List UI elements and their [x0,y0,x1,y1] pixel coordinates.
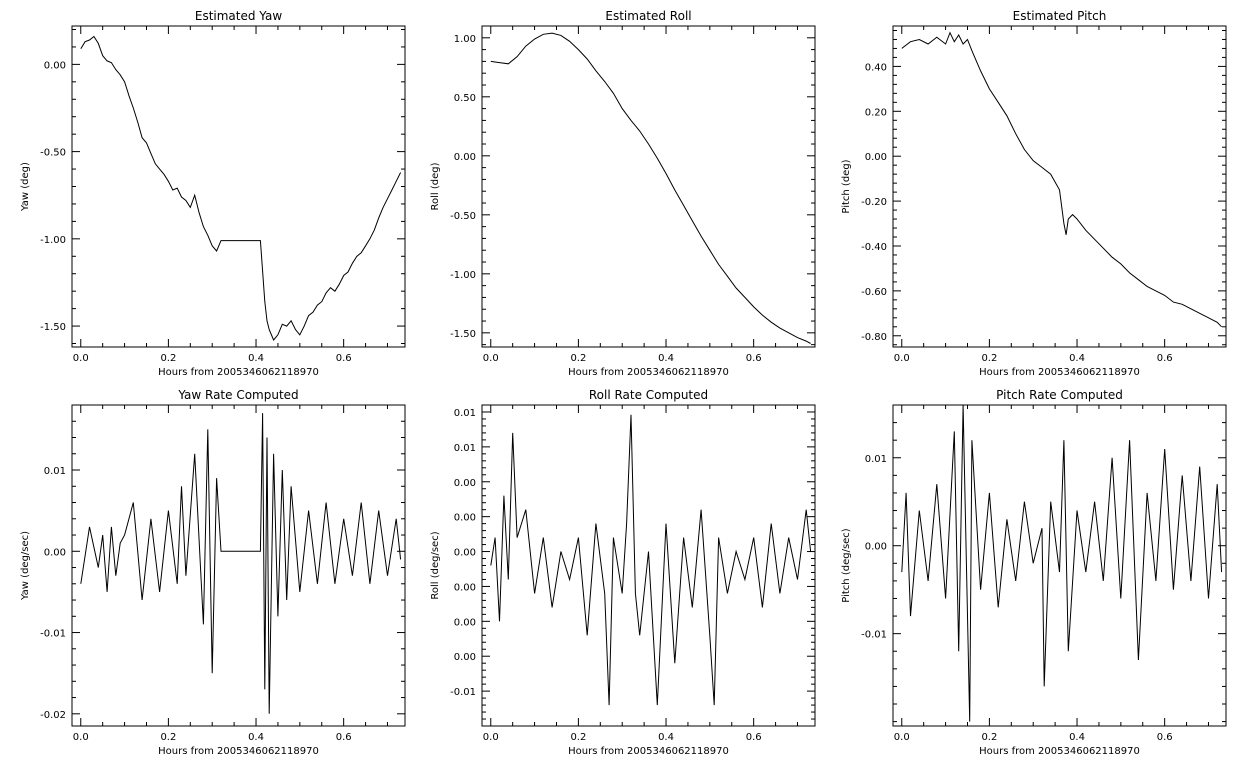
y-tick-label: 0.01 [865,454,887,465]
chart-title: Yaw Rate Computed [177,388,298,402]
x-axis-label: Hours from 2005346062118970 [158,746,319,757]
y-tick-label: 0.01 [44,466,66,477]
y-tick-label: 0.00 [454,652,476,663]
y-axis-label: Pitch (deg) [841,159,852,213]
y-tick-label: 0.00 [44,547,66,558]
series-line [80,35,402,341]
y-tick-label: -0.80 [861,332,887,343]
series-line [490,414,812,706]
y-tick-label: -1.50 [450,329,476,340]
x-tick-label: 0.0 [894,353,910,364]
y-axis-label: Yaw (deg/sec) [20,531,31,601]
y-tick-label: 0.00 [454,582,476,593]
x-tick-label: 0.0 [73,353,89,364]
y-tick-label: 0.00 [454,513,476,524]
x-axis-label: Hours from 2005346062118970 [979,367,1140,378]
y-axis-label: Yaw (deg) [20,162,31,212]
y-axis-label: Roll (deg) [430,162,441,210]
x-tick-label: 0.0 [483,732,499,743]
x-tick-label: 0.6 [746,732,762,743]
y-tick-label: -0.40 [861,242,887,253]
plot-frame [71,404,406,727]
x-axis-label: Hours from 2005346062118970 [979,746,1140,757]
x-tick-label: 0.0 [483,353,499,364]
series-line [901,404,1223,722]
y-tick-label: -0.20 [861,197,887,208]
chart-title: Estimated Pitch [1013,9,1107,23]
x-tick-label: 0.2 [160,353,176,364]
x-tick-label: 0.2 [570,353,586,364]
y-tick-label: 0.00 [44,60,66,71]
y-tick-label: -1.50 [40,322,66,333]
x-axis-label: Hours from 2005346062118970 [568,746,729,757]
y-tick-label: -1.00 [40,235,66,246]
y-tick-label: 1.00 [454,34,476,45]
y-tick-label: 0.00 [454,478,476,489]
y-tick-label: 0.00 [865,542,887,553]
y-tick-label: -0.02 [40,710,66,721]
y-tick-label: 0.40 [865,62,887,73]
y-tick-label: 0.50 [454,93,476,104]
series-line [490,32,811,344]
y-tick-label: 0.20 [865,107,887,118]
x-tick-label: 0.4 [1069,732,1085,743]
y-tick-label: 0.00 [454,152,476,163]
x-tick-label: 0.6 [336,353,352,364]
chart-title: Roll Rate Computed [589,388,708,402]
x-tick-label: 0.4 [248,353,264,364]
x-tick-label: 0.6 [1157,732,1173,743]
y-axis-label: Roll (deg/sec) [430,531,441,599]
y-tick-label: -0.01 [40,629,66,640]
y-tick-label: -1.00 [450,270,476,281]
plot-frame [892,25,1227,348]
x-tick-label: 0.4 [658,732,674,743]
y-tick-label: 0.01 [454,408,476,419]
series-line [80,413,402,714]
x-tick-label: 0.2 [981,353,997,364]
x-tick-label: 0.6 [1157,353,1173,364]
chart-title: Estimated Yaw [195,9,282,23]
y-tick-label: -0.60 [861,287,887,298]
x-tick-label: 0.0 [894,732,910,743]
chart-title: Pitch Rate Computed [996,388,1123,402]
plot-frame [71,25,406,348]
y-tick-label: 0.00 [865,152,887,163]
y-tick-label: -0.50 [40,148,66,159]
y-tick-label: -0.50 [450,211,476,222]
y-tick-label: -0.01 [861,630,887,641]
x-tick-label: 0.2 [570,732,586,743]
x-axis-label: Hours from 2005346062118970 [568,367,729,378]
y-tick-label: 0.00 [454,617,476,628]
y-tick-label: 0.01 [454,443,476,454]
x-tick-label: 0.6 [336,732,352,743]
x-tick-label: 0.0 [73,732,89,743]
series-line [901,31,1222,328]
plot-frame [892,404,1227,727]
x-tick-label: 0.4 [248,732,264,743]
chart-title: Estimated Roll [605,9,691,23]
x-tick-label: 0.4 [658,353,674,364]
plot-frame [481,25,816,348]
y-tick-label: -0.01 [450,687,476,698]
x-tick-label: 0.2 [981,732,997,743]
x-tick-label: 0.4 [1069,353,1085,364]
y-tick-label: 0.00 [454,548,476,559]
x-tick-label: 0.2 [160,732,176,743]
y-axis-label: Pitch (deg/sec) [841,528,852,603]
x-tick-label: 0.6 [746,353,762,364]
x-axis-label: Hours from 2005346062118970 [158,367,319,378]
